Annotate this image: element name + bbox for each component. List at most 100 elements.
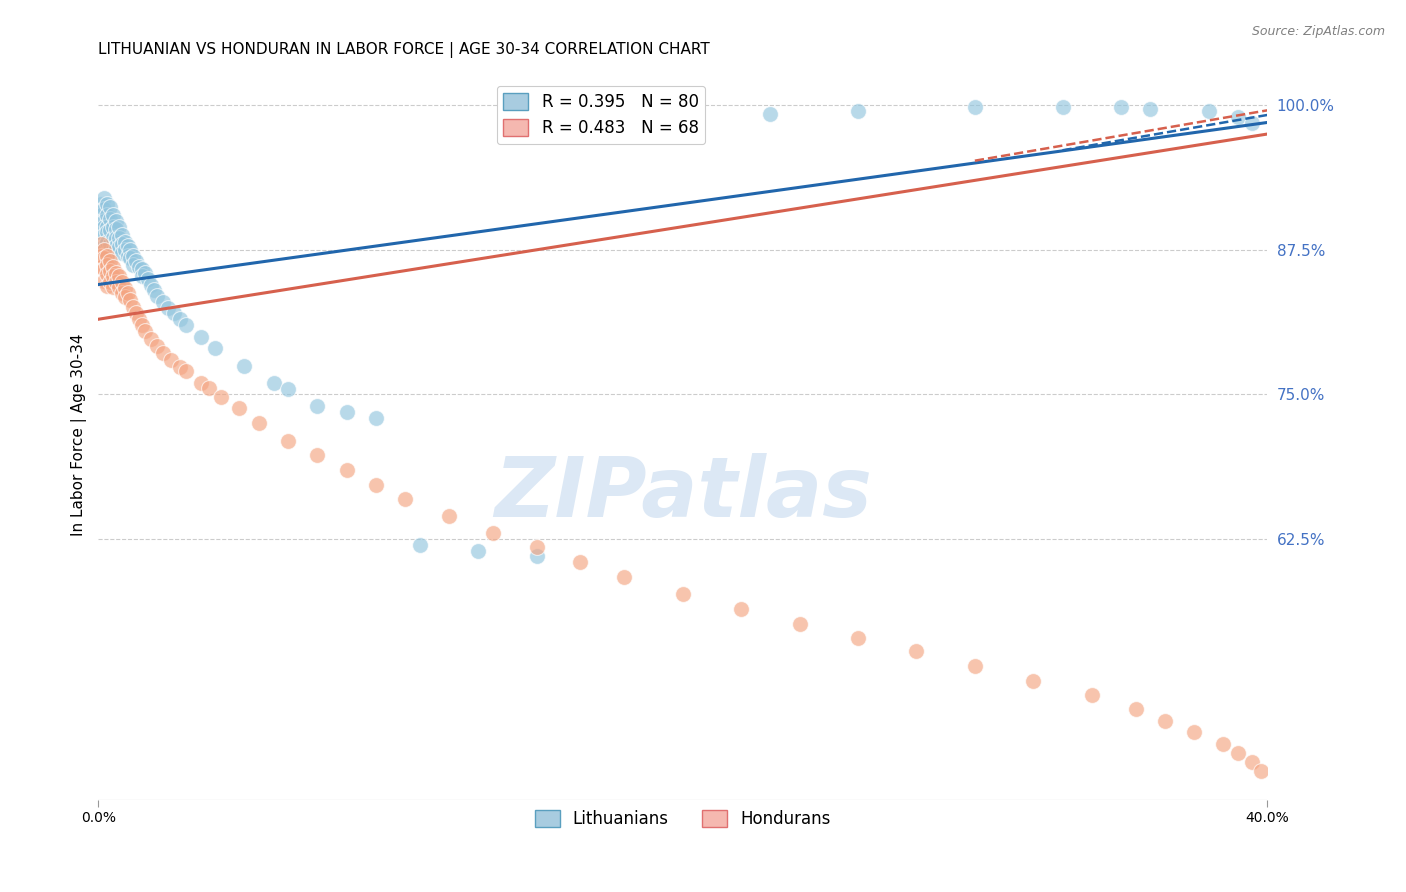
Point bbox=[759, 107, 782, 121]
Point bbox=[98, 249, 121, 263]
Point bbox=[846, 103, 869, 118]
Text: Source: ZipAtlas.com: Source: ZipAtlas.com bbox=[1251, 25, 1385, 38]
Point bbox=[481, 526, 503, 541]
Point bbox=[90, 249, 112, 263]
Legend: Lithuanians, Hondurans: Lithuanians, Hondurans bbox=[527, 804, 838, 835]
Point bbox=[139, 332, 162, 346]
Point bbox=[104, 239, 127, 253]
Point bbox=[277, 382, 299, 396]
Point bbox=[169, 359, 191, 374]
Point bbox=[122, 300, 145, 314]
Point bbox=[1153, 714, 1175, 728]
Point bbox=[98, 237, 121, 252]
Text: ZIPatlas: ZIPatlas bbox=[494, 453, 872, 533]
Point bbox=[152, 294, 174, 309]
Point bbox=[364, 477, 387, 491]
Point bbox=[1198, 103, 1220, 118]
Point bbox=[209, 390, 232, 404]
Point bbox=[125, 254, 148, 268]
Point bbox=[905, 644, 928, 658]
Point bbox=[101, 231, 124, 245]
Point bbox=[131, 269, 153, 284]
Point bbox=[526, 540, 548, 554]
Point bbox=[114, 290, 136, 304]
Point bbox=[114, 243, 136, 257]
Point bbox=[111, 237, 134, 252]
Point bbox=[672, 586, 695, 600]
Point bbox=[114, 235, 136, 249]
Point bbox=[307, 399, 329, 413]
Point bbox=[96, 278, 118, 293]
Point bbox=[90, 196, 112, 211]
Point bbox=[364, 410, 387, 425]
Point bbox=[98, 223, 121, 237]
Point bbox=[107, 269, 129, 284]
Point bbox=[1226, 746, 1249, 760]
Point bbox=[98, 211, 121, 226]
Point bbox=[963, 100, 986, 114]
Point bbox=[96, 196, 118, 211]
Point bbox=[120, 243, 142, 257]
Point bbox=[96, 246, 118, 260]
Point bbox=[134, 324, 156, 338]
Point bbox=[409, 538, 432, 552]
Point bbox=[136, 271, 159, 285]
Point bbox=[1241, 115, 1264, 129]
Point bbox=[174, 318, 197, 332]
Y-axis label: In Labor Force | Age 30-34: In Labor Force | Age 30-34 bbox=[72, 334, 87, 536]
Point bbox=[1241, 756, 1264, 770]
Point bbox=[190, 376, 212, 390]
Point bbox=[277, 434, 299, 448]
Point bbox=[111, 285, 134, 300]
Point bbox=[125, 306, 148, 320]
Point bbox=[228, 401, 250, 416]
Point bbox=[1125, 702, 1147, 716]
Point bbox=[93, 227, 115, 242]
Point bbox=[128, 312, 150, 326]
Point bbox=[122, 249, 145, 263]
Point bbox=[1109, 100, 1132, 114]
Point bbox=[114, 281, 136, 295]
Point bbox=[963, 659, 986, 673]
Point bbox=[104, 222, 127, 236]
Point bbox=[104, 231, 127, 245]
Point bbox=[1250, 764, 1272, 778]
Point bbox=[846, 631, 869, 645]
Point bbox=[96, 208, 118, 222]
Point bbox=[599, 115, 621, 129]
Text: LITHUANIAN VS HONDURAN IN LABOR FORCE | AGE 30-34 CORRELATION CHART: LITHUANIAN VS HONDURAN IN LABOR FORCE | … bbox=[98, 42, 710, 58]
Point bbox=[157, 301, 180, 315]
Point bbox=[1052, 100, 1074, 114]
Point bbox=[101, 208, 124, 222]
Point bbox=[96, 258, 118, 272]
Point bbox=[96, 219, 118, 234]
Point bbox=[96, 235, 118, 249]
Point bbox=[104, 275, 127, 289]
Point bbox=[169, 312, 191, 326]
Point bbox=[104, 266, 127, 280]
Point bbox=[131, 318, 153, 332]
Point bbox=[233, 359, 256, 373]
Point bbox=[101, 260, 124, 275]
Point bbox=[90, 260, 112, 275]
Point bbox=[142, 283, 165, 297]
Point bbox=[101, 243, 124, 257]
Point bbox=[93, 243, 115, 257]
Point bbox=[160, 352, 183, 367]
Point bbox=[128, 260, 150, 275]
Point bbox=[467, 543, 489, 558]
Point bbox=[98, 263, 121, 277]
Point bbox=[163, 306, 186, 320]
Point bbox=[198, 380, 221, 394]
Point bbox=[120, 293, 142, 307]
Point bbox=[93, 239, 115, 253]
Point bbox=[336, 405, 359, 419]
Point bbox=[122, 258, 145, 272]
Point bbox=[98, 275, 121, 289]
Point bbox=[146, 289, 169, 303]
Point bbox=[101, 269, 124, 284]
Point bbox=[93, 251, 115, 265]
Point bbox=[90, 208, 112, 222]
Point bbox=[437, 508, 460, 523]
Point bbox=[307, 448, 329, 462]
